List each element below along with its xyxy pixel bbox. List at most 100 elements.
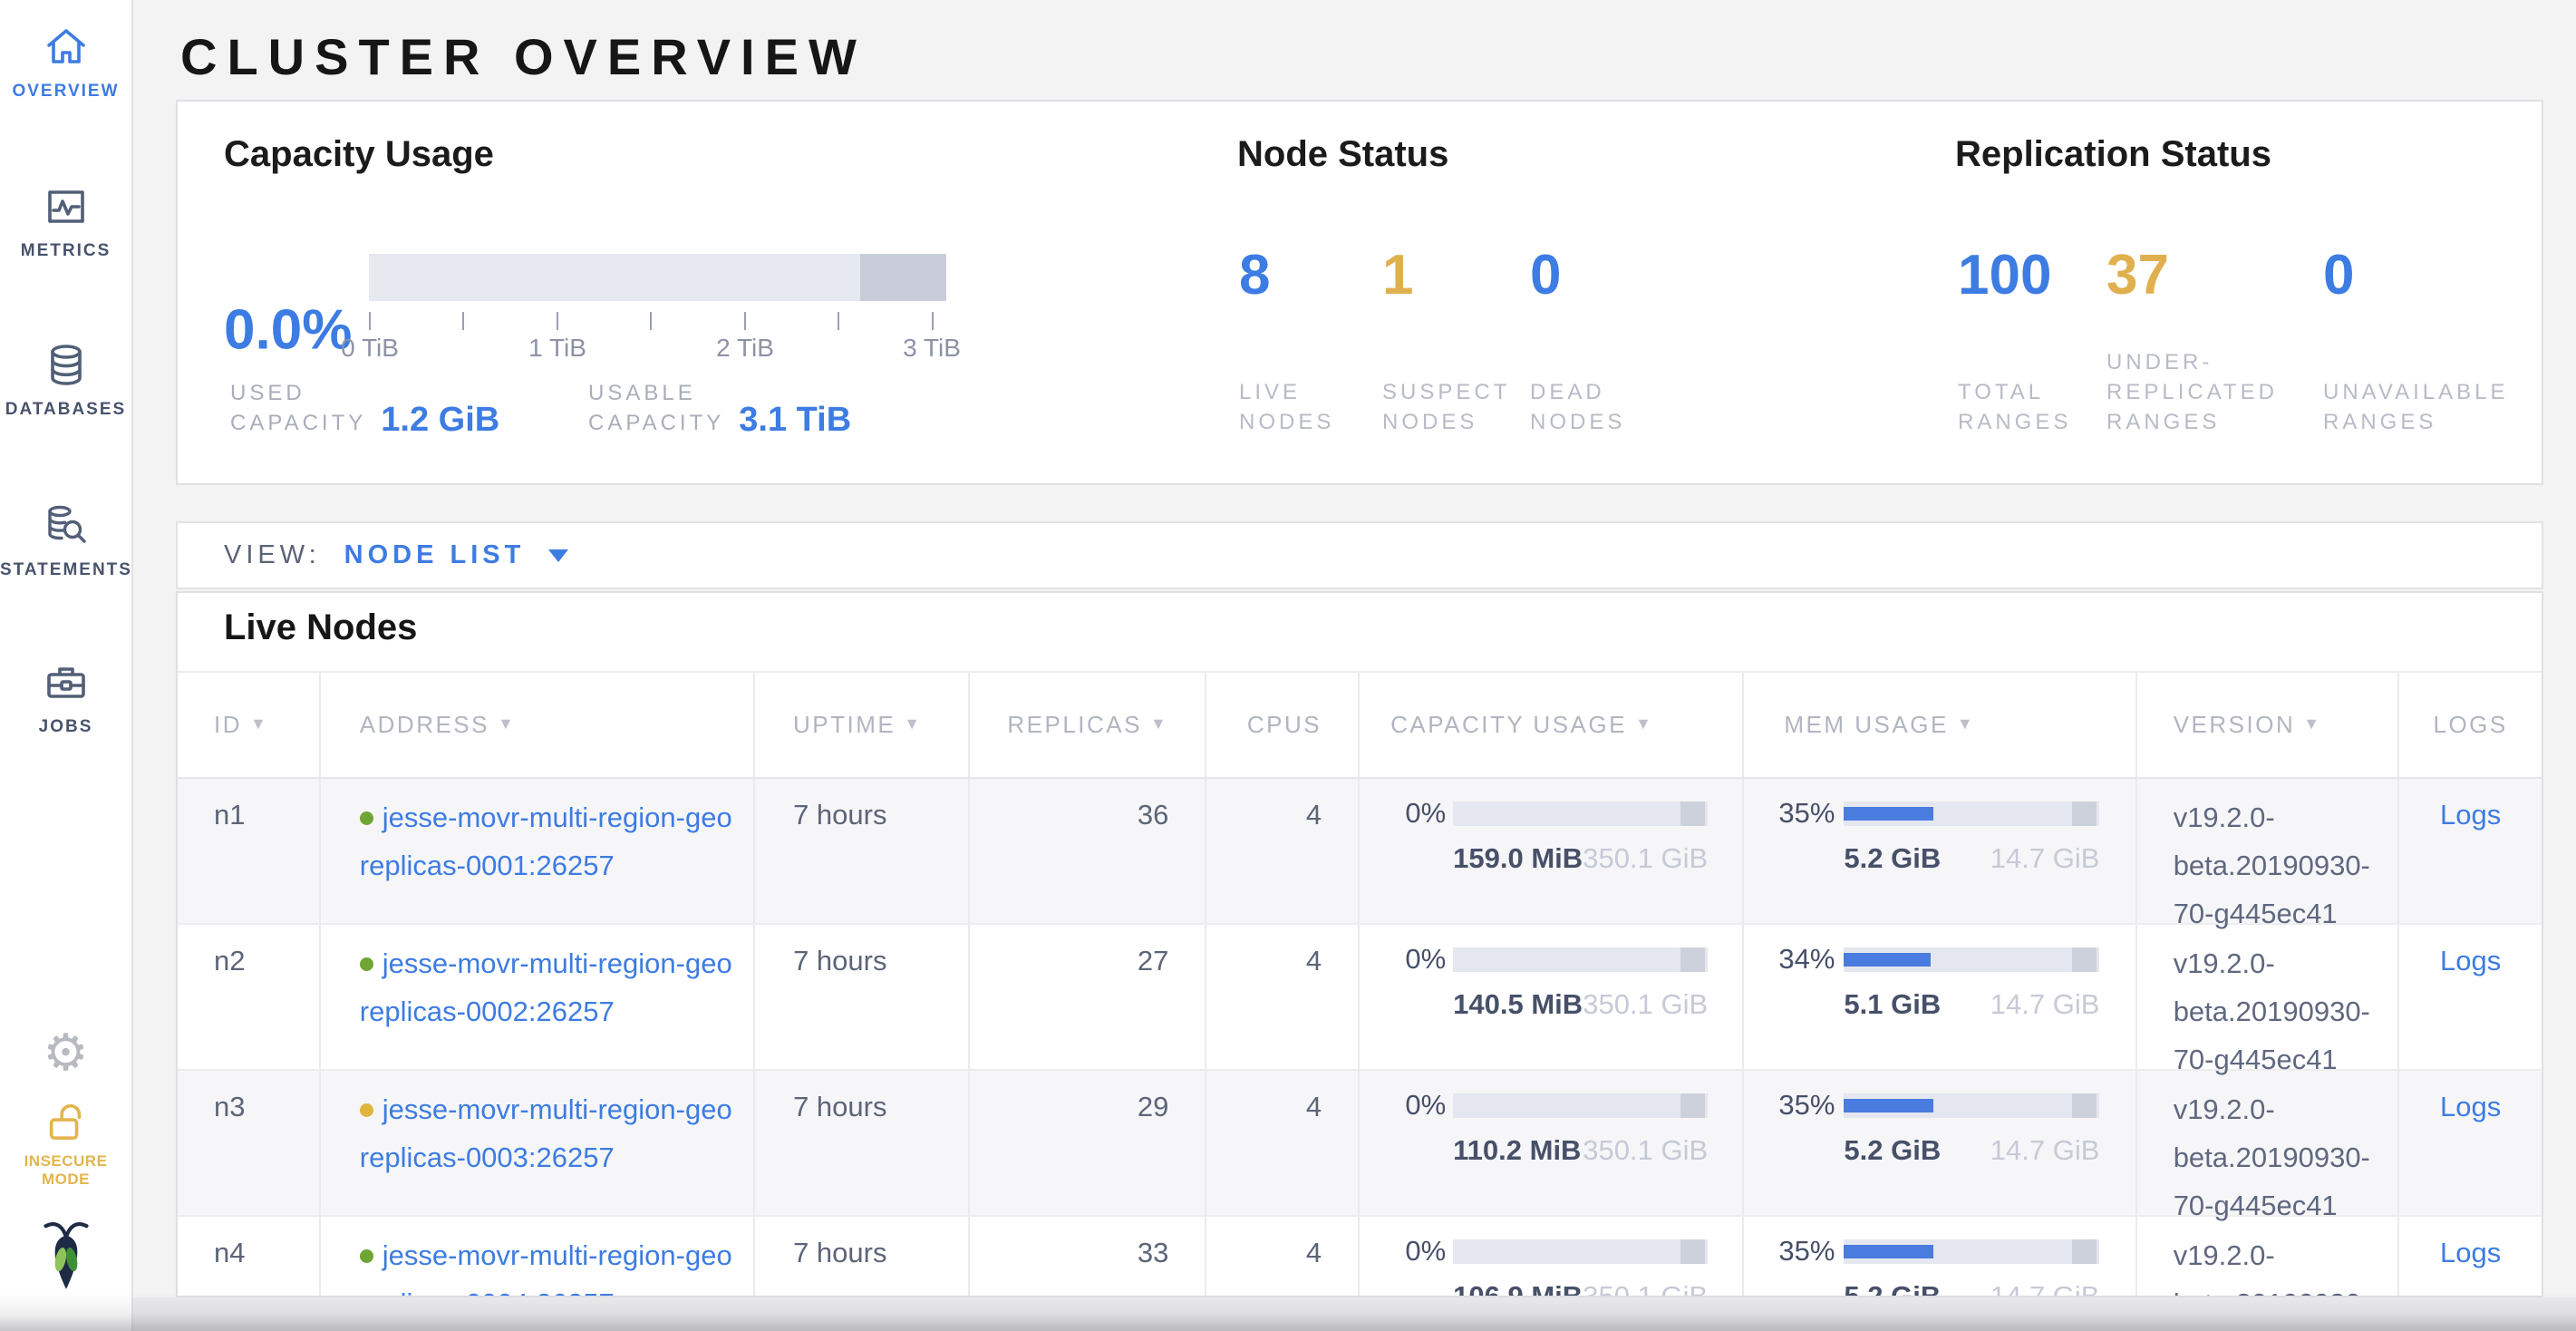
logs-link[interactable]: Logs xyxy=(2440,1237,2502,1268)
node-mem-cell: 34% 5.1 GiB 14.7 GiB xyxy=(1744,925,2137,1069)
sort-caret-icon: ▼ xyxy=(2303,714,2322,733)
node-address-link[interactable]: jesse-movr-multi-region-georeplicas-0004… xyxy=(360,1239,732,1296)
mem-used-value: 5.2 GiB xyxy=(1844,1134,1942,1166)
node-logs-cell: Logs xyxy=(2399,779,2542,923)
mem-bar xyxy=(1844,1239,2100,1264)
under-replicated-count: 37 xyxy=(2106,244,2169,306)
node-address-cell: jesse-movr-multi-region-georeplicas-0004… xyxy=(321,1217,756,1296)
logs-link[interactable]: Logs xyxy=(2440,799,2502,831)
axis-label: 2 TiB xyxy=(716,334,774,362)
node-replicas-cell: 36 xyxy=(970,779,1207,923)
column-header-id[interactable]: ID ▼ xyxy=(178,673,321,777)
node-address-link[interactable]: jesse-movr-multi-region-geo replicas-0001… xyxy=(359,802,732,881)
column-header-logs: LOGS xyxy=(2433,711,2508,738)
sidebar-item-label: JOBS xyxy=(38,717,93,736)
live-nodes-count: 8 xyxy=(1239,244,1271,306)
sort-caret-icon: ▼ xyxy=(1149,714,1169,733)
capacity-usage-bar xyxy=(369,254,946,301)
table-row: n4 jesse-movr-multi-region-georeplicas-0… xyxy=(178,1217,2542,1296)
settings-item[interactable]: ⚙ xyxy=(0,1027,131,1078)
node-status-title: Node Status xyxy=(1237,134,1449,174)
node-cpus-cell: 4 xyxy=(1206,1071,1361,1215)
column-header-address[interactable]: ADDRESS ▼ xyxy=(321,673,756,777)
sidebar-item-overview[interactable]: OVERVIEW xyxy=(0,24,131,102)
logs-link[interactable]: Logs xyxy=(2440,1091,2502,1122)
mem-bar xyxy=(1844,947,2100,972)
capacity-bar-reserved xyxy=(1680,947,1706,972)
capacity-percent-value: 0.0% xyxy=(224,298,353,362)
capacity-bar xyxy=(1453,801,1709,826)
sidebar-item-metrics[interactable]: METRICS xyxy=(0,183,131,261)
sidebar-item-statements[interactable]: STATEMENTS xyxy=(0,502,131,580)
column-header-version[interactable]: VERSION ▼ xyxy=(2137,673,2400,777)
live-nodes-heading: Live Nodes xyxy=(224,607,418,647)
node-status-dot xyxy=(359,957,373,971)
capacity-axis-tick xyxy=(369,312,371,330)
node-version-cell: v19.2.0-beta.20190930-70-g445ec41 xyxy=(2137,925,2400,1075)
node-status-dot xyxy=(359,811,373,825)
capacity-percent-label: 0% xyxy=(1405,1089,1447,1121)
node-address-cell: jesse-movr-multi-region-geo replicas-0003… xyxy=(321,1071,756,1215)
capacity-used-value: 140.5 MiB xyxy=(1453,988,1583,1020)
capacity-axis-tick xyxy=(744,312,746,330)
sidebar-item-jobs[interactable]: JOBS xyxy=(0,659,131,737)
capacity-used-value: 159.0 MiB xyxy=(1453,842,1583,874)
node-address-cell: jesse-movr-multi-region-geo replicas-0001… xyxy=(321,779,756,923)
mem-bar-fill xyxy=(1844,806,1934,821)
bug-logo-icon xyxy=(0,1217,131,1295)
node-status-dot xyxy=(359,1249,373,1263)
node-uptime-cell: 7 hours xyxy=(755,925,970,1069)
column-header-replicas[interactable]: REPLICAS ▼ xyxy=(970,673,1207,777)
sidebar-item-databases[interactable]: DATABASES xyxy=(0,342,131,420)
node-cpus-cell: 4 xyxy=(1206,779,1361,923)
view-dropdown[interactable]: NODE LIST xyxy=(344,540,569,570)
node-cpus-cell: 4 xyxy=(1206,1217,1361,1296)
replication-status-title: Replication Status xyxy=(1955,134,2271,174)
column-header-uptime[interactable]: UPTIME ▼ xyxy=(755,673,970,777)
node-address-link[interactable]: jesse-movr-multi-region-geo replicas-0003… xyxy=(359,1093,732,1173)
sort-caret-icon: ▼ xyxy=(498,714,517,733)
capacity-bar xyxy=(1453,947,1709,972)
table-row: n3 jesse-movr-multi-region-geo replicas-0… xyxy=(178,1071,2542,1221)
capacity-axis-tick xyxy=(838,312,839,330)
capacity-total-value: 350.1 GiB xyxy=(1583,842,1709,874)
logs-link[interactable]: Logs xyxy=(2440,945,2502,976)
node-id-cell: n4 xyxy=(178,1217,321,1296)
mem-bar-fill xyxy=(1844,952,1932,967)
column-header-mem[interactable]: MEM USAGE ▼ xyxy=(1744,673,2137,777)
jobs-icon xyxy=(0,659,131,706)
mem-bar-reserved xyxy=(2072,947,2097,972)
insecure-mode-indicator[interactable]: INSECURE MODE xyxy=(0,1098,131,1189)
node-address-link[interactable]: jesse-movr-multi-region-geo replicas-0002… xyxy=(359,947,732,1027)
sort-caret-icon: ▼ xyxy=(1956,714,1976,733)
node-version-cell: v19.2.0-beta.20190930-70-g445ec41 xyxy=(2137,1217,2400,1296)
main-content: CLUSTER OVERVIEW Capacity Usage 0.0% 0 T… xyxy=(133,0,2576,1331)
node-mem-cell: 35% 5.2 GiB 14.7 GiB xyxy=(1744,1071,2137,1215)
sidebar-item-label: OVERVIEW xyxy=(12,82,120,101)
metrics-icon xyxy=(0,183,131,230)
sort-caret-icon: ▼ xyxy=(904,714,923,733)
node-logs-cell: Logs xyxy=(2399,925,2542,1069)
node-capacity-cell: 0% 159.0 MiB 350.1 GiB xyxy=(1360,779,1745,923)
used-capacity-value: 1.2 GiB xyxy=(381,401,500,439)
sort-caret-icon: ▼ xyxy=(250,714,269,733)
axis-label: 3 TiB xyxy=(903,334,961,362)
mem-percent-label: 34% xyxy=(1778,943,1835,975)
live-nodes-metric: 8 LIVE NODES xyxy=(1239,244,1331,437)
mem-bar xyxy=(1844,801,2100,826)
gear-icon: ⚙ xyxy=(43,1024,89,1081)
open-lock-icon xyxy=(0,1098,131,1143)
live-nodes-label: LIVE NODES xyxy=(1239,380,1335,434)
capacity-axis-tick xyxy=(462,312,464,330)
dead-nodes-metric: 0 DEAD NODES xyxy=(1530,247,1622,437)
capacity-bar-reserved xyxy=(1680,1093,1706,1118)
mem-percent-label: 35% xyxy=(1778,797,1835,829)
usable-capacity: USABLE CAPACITY 3.1 TiB xyxy=(588,378,851,439)
total-ranges-label: TOTAL RANGES xyxy=(1958,380,2072,434)
capacity-bar xyxy=(1453,1093,1709,1118)
sidebar-item-label: METRICS xyxy=(20,241,111,260)
column-header-capacity[interactable]: CAPACITY USAGE ▼ xyxy=(1360,673,1745,777)
page-title: CLUSTER OVERVIEW xyxy=(180,28,867,85)
chevron-down-icon xyxy=(548,549,569,562)
dead-nodes-label: DEAD NODES xyxy=(1530,380,1626,434)
